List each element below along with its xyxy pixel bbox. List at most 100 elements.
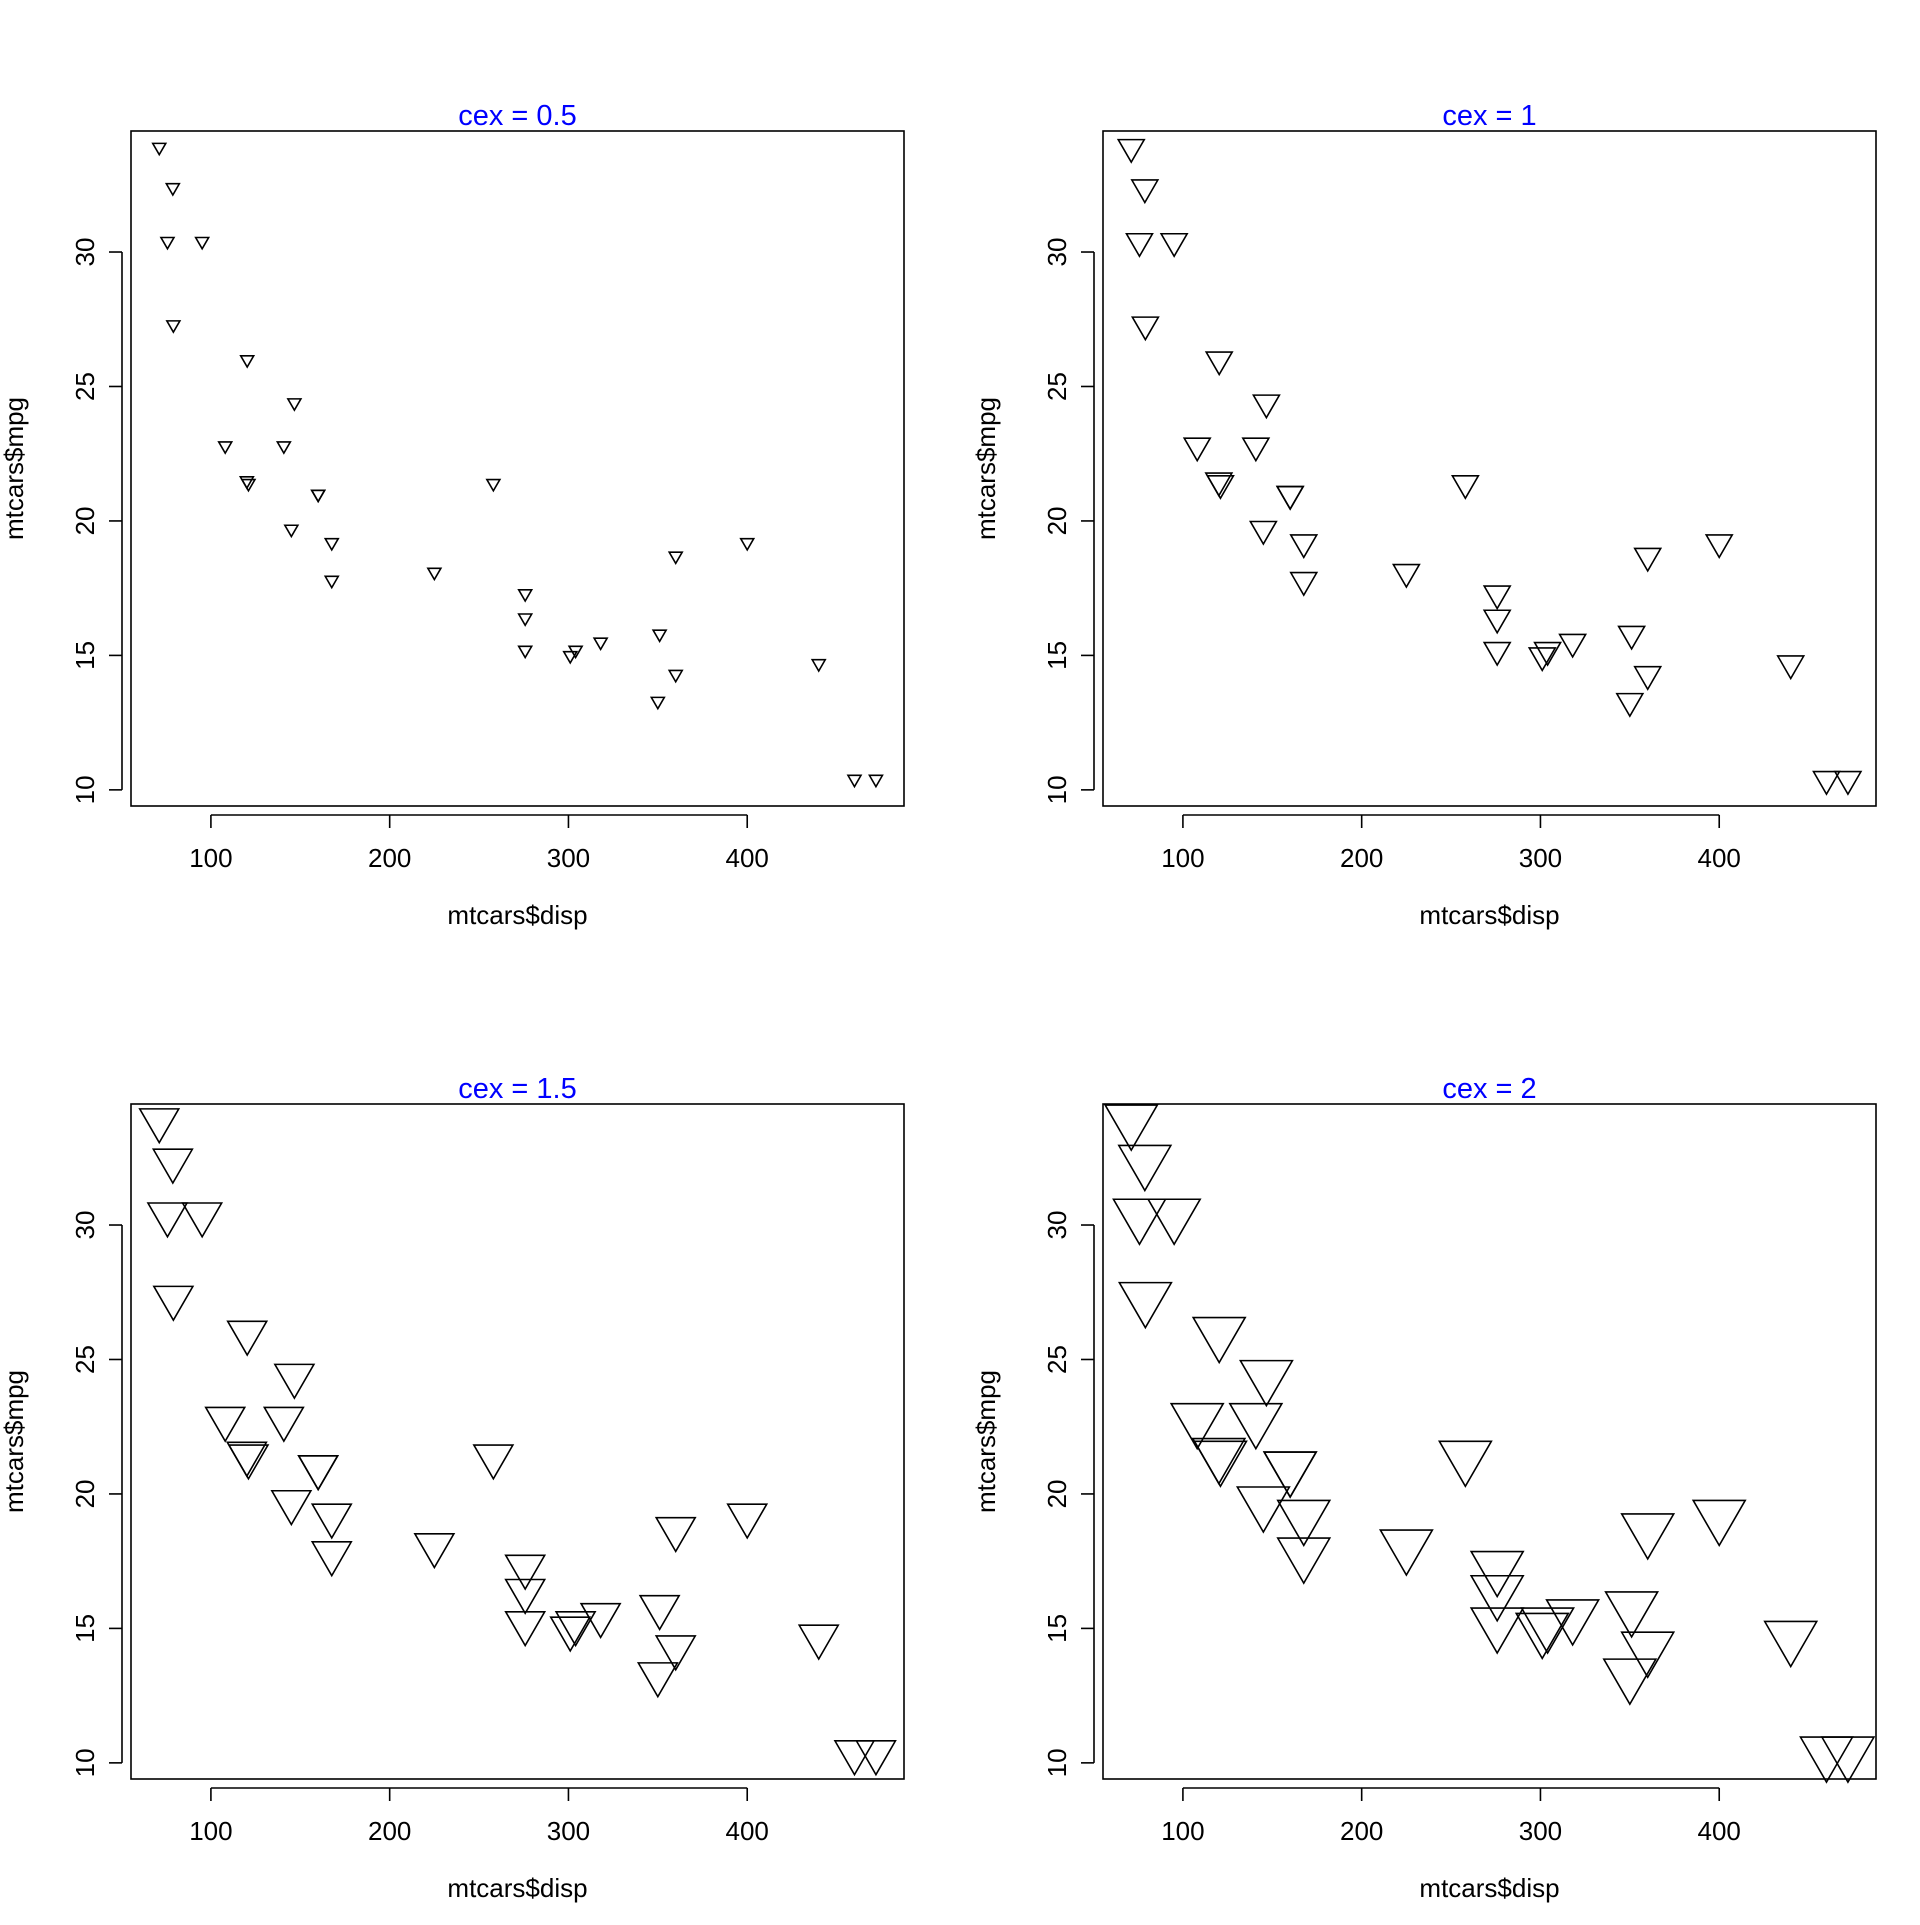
data-point [1182,437,1212,463]
data-point [562,650,579,665]
data-point [1604,1591,1660,1639]
x-tick-label: 400 [726,843,769,873]
data-point [638,1594,681,1631]
scatter-panel-3: cex = 1.5 100 200 300 400 mtcars$disp 10 15 20 25… [0,1073,905,1903]
y-tick-label: 25 [70,372,100,401]
data-point [1469,1550,1525,1599]
data-point [1228,1402,1284,1451]
scatter-panel-1: cex = 0.5 100 200 300 400 mtcars$disp 10 15 20 25… [0,100,905,930]
data-point [1241,437,1271,463]
x-axis-title: mtcars$disp [1419,1873,1559,1903]
data-point [310,1541,353,1578]
x-tick-label: 100 [189,1816,232,1846]
data-point [1289,534,1319,560]
data-point [1533,641,1562,667]
data-point [1482,585,1512,611]
data-point [1252,394,1281,420]
data-point [1615,692,1645,718]
y-tick-label: 25 [1042,372,1072,401]
x-tick-label: 400 [1698,1816,1741,1846]
data-point [1527,647,1557,673]
data-point [1450,474,1480,500]
data-point [1116,138,1146,164]
y-tick-label: 30 [70,238,100,267]
data-point [1206,474,1235,500]
x-tick-label: 200 [368,843,411,873]
data-point [1620,1631,1676,1679]
data-point [517,645,534,660]
y-tick-label: 15 [1042,641,1072,670]
data-point [181,1202,224,1239]
data-point [1617,625,1647,651]
data-point [1125,232,1154,258]
data-point [810,658,827,673]
data-point [1520,1607,1575,1655]
data-point [485,478,502,493]
data-point [239,355,256,369]
data-point [1289,571,1319,597]
plot-frame [130,1103,905,1780]
scatter-panel-2: cex = 1 100 200 300 400 mtcars$disp 10 15 20 25 30… [971,100,1877,930]
data-point [283,524,300,539]
x-tick-label: 200 [1340,1816,1383,1846]
y-tick-label: 20 [70,1479,100,1508]
data-point [651,629,668,643]
data-point [323,575,340,590]
data-point [1146,1198,1202,1246]
y-tick-label: 20 [1042,1479,1072,1508]
data-point [273,1363,316,1400]
data-point [194,236,211,251]
data-point [1545,1599,1601,1647]
data-point [426,567,443,582]
data-point [152,1285,195,1322]
y-tick-label: 10 [70,775,100,804]
data-point [1169,1402,1225,1451]
data-point [1602,1658,1658,1706]
x-axis-title: mtcars$disp [447,900,587,930]
plot-title: cex = 1 [1442,100,1536,132]
data-point [855,1740,897,1777]
y-tick-label: 25 [70,1345,100,1374]
plot-title: cex = 0.5 [458,100,577,132]
scatter-panel-4: cex = 2 100 200 300 400 mtcars$disp 10 15 20 25 30… [971,1073,1877,1903]
data-point [667,551,684,565]
data-point [1558,633,1588,659]
data-point [1833,770,1863,796]
data-point [226,1320,269,1357]
data-point [297,1455,340,1492]
data-point [286,398,303,412]
x-tick-label: 200 [1340,843,1383,873]
data-point [1469,1607,1525,1655]
data-point [726,1503,769,1540]
data-point [1235,1486,1291,1534]
y-tick-label: 15 [70,1614,100,1643]
data-point [310,489,327,504]
data-point [1514,1612,1570,1660]
data-point [1437,1440,1493,1488]
data-point [1276,1537,1332,1585]
data-point [1239,1359,1294,1408]
data-point [323,537,340,552]
data-point [1763,1620,1819,1669]
data-point [1130,316,1160,342]
data-point [310,1503,353,1540]
data-point [1482,609,1512,635]
data-point [654,1635,697,1672]
data-point [1103,1104,1159,1152]
y-tick-label: 20 [1042,506,1072,535]
data-point [151,1148,194,1185]
data-point [151,142,168,157]
plot-title: cex = 2 [1442,1073,1536,1105]
data-point [227,1444,270,1481]
data-point [667,669,684,684]
y-tick-label: 30 [70,1211,100,1240]
data-point [517,589,534,603]
data-point [240,478,257,493]
x-tick-label: 100 [189,843,232,873]
data-point [1130,179,1160,205]
y-axis-title: mtcars$mpg [971,1370,1001,1513]
data-point [1112,1198,1167,1246]
y-tick-label: 15 [70,641,100,670]
